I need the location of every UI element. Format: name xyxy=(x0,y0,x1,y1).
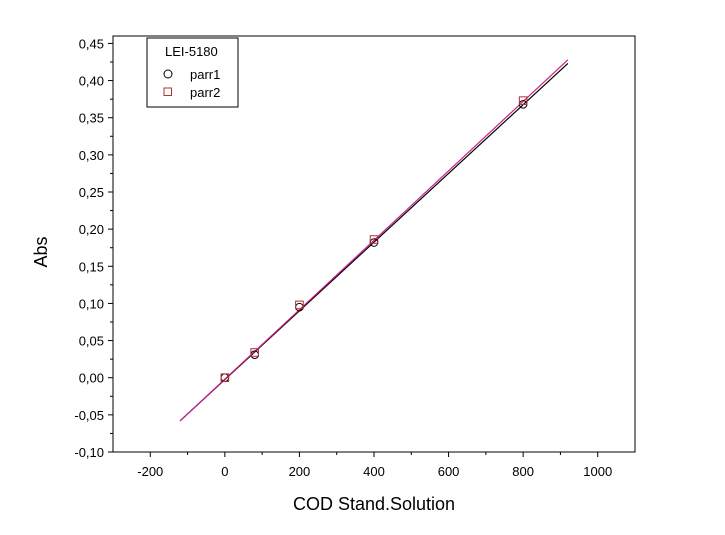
y-tick-label: -0,05 xyxy=(74,408,104,423)
y-tick-label: 0,00 xyxy=(79,371,104,386)
y-tick-label: 0,35 xyxy=(79,111,104,126)
legend-label-parr2: parr2 xyxy=(190,85,220,100)
x-tick-label: 1000 xyxy=(583,464,612,479)
data-points xyxy=(220,96,528,383)
y-tick-label: 0,10 xyxy=(79,296,104,311)
legend: LEI-5180 parr1 parr2 xyxy=(146,37,239,108)
y-tick-label: 0,20 xyxy=(79,222,104,237)
data-point-parr2 xyxy=(518,96,528,105)
data-point-parr2 xyxy=(369,235,379,244)
x-tick-label: 400 xyxy=(363,464,385,479)
y-tick-label: 0,15 xyxy=(79,259,104,274)
legend-marker-parr2 xyxy=(163,87,172,96)
y-tick-label: 0,45 xyxy=(79,36,104,51)
data-point-parr2 xyxy=(295,300,304,310)
y-tick-label: 0,25 xyxy=(79,185,104,200)
data-point-parr2 xyxy=(250,348,259,357)
legend-box xyxy=(146,37,239,108)
x-axis: -200 0 200 400 600 800 1000 xyxy=(137,452,612,479)
y-tick-label: 0,30 xyxy=(79,148,104,163)
x-axis-label: COD Stand.Solution xyxy=(293,494,455,514)
y-axis: -0,10 -0,05 0,00 0,05 0,10 0,15 0,20 0,25 0,30 0,… xyxy=(74,36,113,460)
data-point-parr2 xyxy=(220,373,230,383)
x-tick-label: 200 xyxy=(289,464,311,479)
y-axis-label: Abs xyxy=(31,236,51,267)
fit-lines xyxy=(179,59,569,422)
x-tick-label: 0 xyxy=(221,464,228,479)
fit-line-parr2 xyxy=(179,59,569,422)
y-tick-label: 0,05 xyxy=(79,334,104,349)
y-tick-label: 0,40 xyxy=(79,74,104,89)
x-tick-label: 800 xyxy=(512,464,534,479)
x-tick-label: 600 xyxy=(438,464,460,479)
legend-title: LEI-5180 xyxy=(165,44,218,59)
legend-marker-parr1 xyxy=(163,69,173,79)
y-tick-label: -0,10 xyxy=(74,445,104,460)
legend-label-parr1: parr1 xyxy=(190,67,220,82)
x-tick-label: -200 xyxy=(137,464,163,479)
